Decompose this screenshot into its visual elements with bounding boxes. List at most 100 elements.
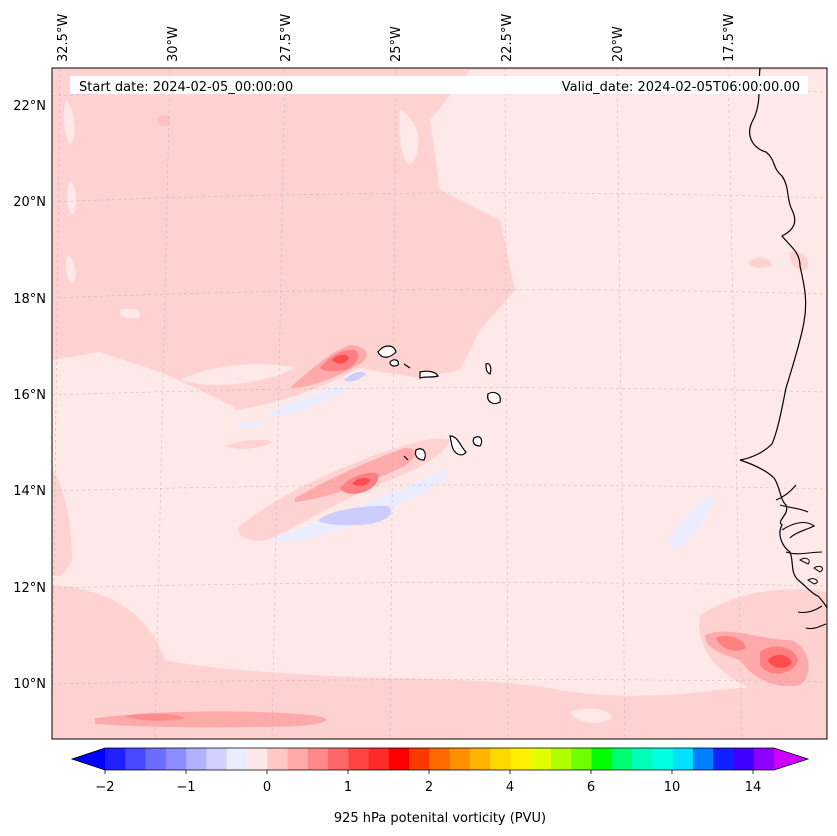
pv-band-south-core	[125, 713, 185, 721]
colorbar-cell	[510, 748, 532, 770]
pv-patch-north-1	[399, 110, 419, 165]
pv-filament-mid-med	[295, 448, 416, 502]
island-sal	[485, 363, 492, 375]
lat-label: 16°N	[13, 388, 46, 403]
colorbar-tick-label: −1	[176, 780, 195, 795]
pv-negative-north-faint	[270, 384, 350, 418]
cape-verde-islands	[377, 345, 501, 461]
pv-patch-north-6	[180, 364, 300, 385]
colorbar-cell	[652, 748, 674, 770]
header-background	[70, 76, 808, 94]
colorbar-cell	[733, 748, 755, 770]
lon-label: 32.5°W	[56, 14, 71, 62]
start-date-label: Start date: 2024-02-05_00:00:00	[79, 80, 293, 95]
colorbar-tick-label: 6	[587, 780, 595, 795]
island-santa-luzia	[403, 363, 411, 369]
pv-region-coast-2	[789, 251, 809, 271]
africa-coastline	[739, 68, 827, 609]
colorbar-cell	[287, 748, 309, 770]
map-frame	[51, 67, 828, 740]
colorbar-cells	[105, 748, 775, 770]
map-panel	[51, 67, 828, 740]
colorbar-cell	[713, 748, 735, 770]
colorbar-cell	[165, 748, 187, 770]
colorbar-cell	[328, 748, 349, 770]
island-fogo	[414, 448, 426, 461]
colorbar-label: 925 hPa potenital vorticity (PVU)	[334, 811, 546, 826]
colorbar-under-arrow	[72, 748, 105, 770]
valid-date-label: Valid_date: 2024-02-05T06:00:00.00	[562, 80, 800, 95]
lat-label: 22°N	[13, 99, 46, 114]
colorbar-cell	[611, 748, 633, 770]
pv-region-west-mid	[52, 470, 72, 577]
colorbar-tick-label: 1	[344, 780, 352, 795]
colorbar-cell	[632, 748, 653, 770]
pv-peak-north	[332, 354, 349, 364]
bijagos-islands	[799, 557, 823, 585]
pv-negative-mid-faint	[268, 471, 449, 542]
colorbar-over-arrow	[774, 748, 808, 770]
lon-label: 22.5°W	[500, 14, 515, 62]
colorbar-cell	[145, 748, 167, 770]
colorbar-cell	[692, 748, 714, 770]
pv-patch-south-1	[570, 708, 612, 723]
pv-negative-mid	[318, 505, 391, 526]
colorbar-tick-label: 10	[664, 780, 681, 795]
pv-patch-north-4	[65, 255, 76, 284]
colorbar-cell	[469, 748, 491, 770]
colorbar-cell	[267, 748, 289, 770]
lat-label: 14°N	[13, 484, 46, 499]
island-maio	[472, 436, 483, 447]
colorbar-tick-labels: −2 −1 0 1 2 4 6 10 14	[95, 780, 761, 795]
colorbar-cell	[388, 748, 410, 770]
colorbar-ticks	[104, 770, 754, 774]
colorbar-cell	[672, 748, 694, 770]
island-boa-vista	[487, 391, 501, 405]
lat-label: 18°N	[13, 292, 46, 307]
colorbar-cell	[490, 748, 512, 770]
colorbar-cell	[753, 748, 775, 770]
pv-patch-south-2	[682, 660, 705, 671]
colorbar-cell	[226, 748, 248, 770]
colorbar-cell	[246, 748, 268, 770]
colorbar-tick-label: 4	[506, 780, 514, 795]
gambia-coast	[775, 484, 809, 513]
longitude-labels: 32.5°W 30°W 27.5°W 25°W 22.5°W 20°W 17.5…	[56, 14, 737, 62]
colorbar-cell	[206, 748, 228, 770]
island-santo-antao	[377, 345, 397, 358]
graticule	[52, 68, 827, 739]
colorbar-cell	[591, 748, 613, 770]
lon-label: 27.5°W	[279, 14, 294, 62]
pv-region-north	[52, 68, 827, 410]
colorbar-cell	[409, 748, 430, 770]
latitude-labels: 22°N 20°N 18°N 16°N 14°N 12°N 10°N	[13, 99, 46, 692]
island-sao-vicente	[389, 359, 399, 367]
lon-label: 20°W	[611, 26, 626, 62]
header-bar: Start date: 2024-02-05_00:00:00 Valid_da…	[70, 76, 808, 95]
colorbar-cell	[449, 748, 471, 770]
colorbar-cell	[186, 748, 207, 770]
pv-spot-north-7	[157, 115, 171, 126]
pv-region-southeast-strong	[716, 635, 746, 651]
pv-patch-north-2	[63, 100, 75, 145]
island-brava	[403, 455, 409, 461]
colorbar-tick-label: 0	[263, 780, 271, 795]
lat-label: 12°N	[13, 581, 46, 596]
pv-negative-north	[344, 372, 366, 382]
pv-region-coast-1	[748, 257, 772, 269]
island-sao-nicolau	[419, 370, 439, 379]
lon-label: 25°W	[389, 26, 404, 62]
island-santiago	[449, 435, 467, 456]
pv-patch-mid-west-1	[225, 439, 272, 449]
lon-label: 30°W	[166, 26, 181, 62]
pv-patch-mid-west-2	[235, 421, 262, 429]
colorbar-tick-label: 14	[745, 780, 762, 795]
pv-patch-north-3	[67, 180, 77, 215]
pv-negative-east	[668, 495, 713, 548]
colorbar: −2 −1 0 1 2 4 6 10 14 925 hPa potenital …	[70, 747, 810, 826]
colorbar-tick-label: −2	[95, 780, 114, 795]
colorbar-cell	[368, 748, 390, 770]
guinea-coast-detail	[781, 521, 827, 630]
colorbar-cell	[530, 748, 552, 770]
colorbar-cell	[307, 748, 329, 770]
